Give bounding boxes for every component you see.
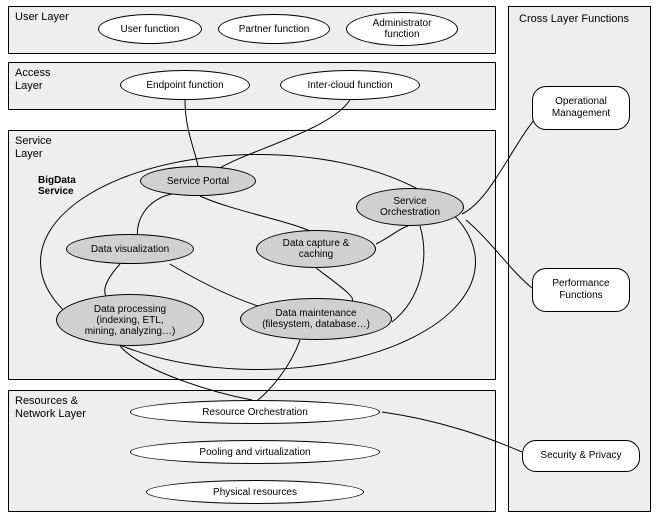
node-label: Administrator function <box>373 18 432 40</box>
physical-resources-node: Physical resources <box>146 480 364 504</box>
endpoint-function-node: Endpoint function <box>120 70 250 100</box>
cross-layer-title: Cross Layer Functions <box>519 13 629 25</box>
intercloud-function-node: Inter-cloud function <box>280 70 420 100</box>
administrator-function-node: Administrator function <box>346 12 458 46</box>
node-label: Data processing (indexing, ETL, mining, … <box>85 304 176 337</box>
operational-management-node: Operational Management <box>532 86 630 130</box>
node-label: Performance Functions <box>552 278 609 302</box>
user-layer-title: User Layer <box>15 11 69 24</box>
data-capture-node: Data capture & caching <box>256 230 376 268</box>
node-label: Inter-cloud function <box>307 80 392 91</box>
cross-layer-box: Cross Layer Functions <box>508 6 651 512</box>
data-maintenance-node: Data maintenance (filesystem, database…) <box>240 298 392 340</box>
resource-orchestration-node: Resource Orchestration <box>130 400 380 424</box>
access-layer-box: Access Layer <box>8 62 496 110</box>
service-orchestration-node: Service Orchestration <box>356 188 464 226</box>
node-label: Data maintenance (filesystem, database…) <box>262 308 370 330</box>
node-label: Data visualization <box>91 244 169 255</box>
performance-functions-node: Performance Functions <box>532 268 630 312</box>
node-label: User function <box>121 24 180 35</box>
security-privacy-node: Security & Privacy <box>522 440 640 472</box>
pooling-virtualization-node: Pooling and virtualization <box>130 440 380 464</box>
node-label: Service Portal <box>167 176 229 187</box>
resources-layer-title: Resources & Network Layer <box>15 395 86 421</box>
partner-function-node: Partner function <box>218 14 330 44</box>
node-label: Security & Privacy <box>540 450 621 462</box>
data-processing-node: Data processing (indexing, ETL, mining, … <box>56 294 204 346</box>
service-portal-node: Service Portal <box>140 166 256 196</box>
user-function-node: User function <box>98 14 202 44</box>
node-label: Service Orchestration <box>380 196 440 218</box>
access-layer-title: Access Layer <box>15 67 50 93</box>
node-label: Endpoint function <box>146 80 223 91</box>
node-label: Data capture & caching <box>283 238 350 260</box>
node-label: Partner function <box>239 24 310 35</box>
node-label: Pooling and virtualization <box>199 447 310 458</box>
bigdata-service-label: BigData Service <box>38 175 76 197</box>
node-label: Resource Orchestration <box>202 407 308 418</box>
node-label: Operational Management <box>552 96 610 120</box>
data-visualization-node: Data visualization <box>66 234 194 264</box>
node-label: Physical resources <box>213 487 297 498</box>
service-layer-title: Service Layer <box>15 135 52 161</box>
